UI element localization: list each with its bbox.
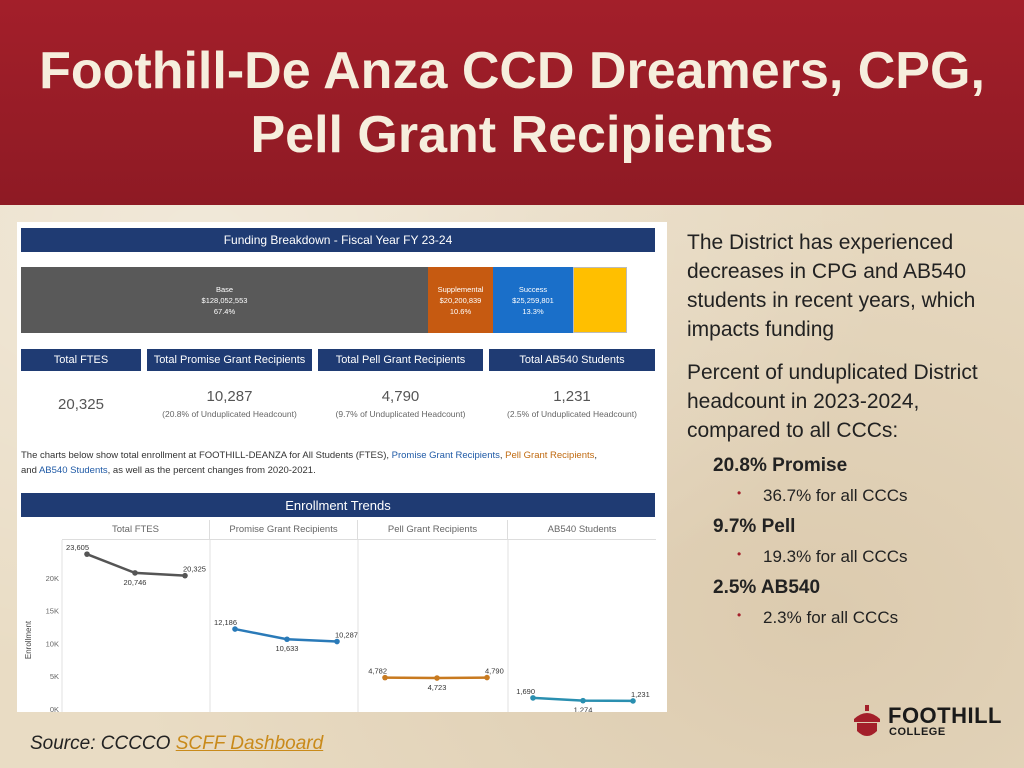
bullet-icon: • bbox=[737, 486, 742, 500]
data-point[interactable] bbox=[434, 675, 440, 681]
funding-base-pct: 67.4% bbox=[213, 307, 236, 316]
acorn-icon bbox=[854, 705, 880, 736]
stat-value-ftes: 20,325 bbox=[58, 396, 104, 413]
desc-part2: , as well as the percent changes from 20… bbox=[107, 465, 316, 476]
data-point[interactable] bbox=[630, 698, 636, 704]
panel-head-promise: Promise Grant Recipients bbox=[210, 520, 358, 540]
item-ab540-head: 2.5% AB540 bbox=[713, 577, 821, 598]
item-promise-head: 20.8% Promise bbox=[713, 455, 848, 476]
y-tick-label: 5K bbox=[50, 672, 59, 681]
panel-head-ftes: Total FTES bbox=[62, 520, 210, 540]
funding-base-name: Base bbox=[215, 285, 234, 294]
source-prefix: Source: CCCCO bbox=[30, 733, 176, 754]
data-point[interactable] bbox=[284, 636, 290, 643]
funding-success-amount: $25,259,801 bbox=[512, 296, 554, 305]
desc-comma2: , bbox=[594, 450, 598, 461]
stat-sub-promise: (20.8% of Unduplicated Headcount) bbox=[162, 409, 297, 419]
stat-value-pell: 4,790 bbox=[381, 388, 420, 405]
desc-pell: Pell Grant Recipients bbox=[505, 450, 595, 461]
desc-comma1: , bbox=[499, 450, 506, 461]
desc-promise: Promise Grant Recipients bbox=[391, 450, 500, 461]
data-label: 4,723 bbox=[428, 683, 447, 692]
item-pell-sub-text: 19.3% for all CCCs bbox=[763, 547, 908, 566]
funding-supplemental-pct: 10.6% bbox=[449, 307, 472, 316]
funding-success-pct: 13.3% bbox=[522, 307, 544, 316]
data-point[interactable] bbox=[382, 674, 388, 681]
dashboard-screenshot: Funding Breakdown - Fiscal Year FY 23-24… bbox=[17, 222, 667, 712]
data-label: 12,186 bbox=[214, 618, 237, 627]
commentary-para-2: Percent of unduplicated District headcou… bbox=[687, 361, 978, 442]
panel-head-ab540: AB540 Students bbox=[508, 520, 656, 540]
data-label: 1,274 bbox=[574, 706, 593, 712]
stat-head-promise: Total Promise Grant Recipients bbox=[147, 349, 312, 371]
y-tick-label: 15K bbox=[46, 607, 59, 616]
commentary-para-1: The District has experienced decreases i… bbox=[687, 231, 976, 341]
stat-head-pell: Total Pell Grant Recipients bbox=[318, 349, 483, 371]
stat-value-ab540: 1,231 bbox=[553, 388, 591, 405]
title-banner: Foothill-De Anza CCD Dreamers, CPG, Pell… bbox=[0, 0, 1024, 205]
stat-sub-pell: (9.7% of Unduplicated Headcount) bbox=[335, 409, 466, 419]
data-label: 1,690 bbox=[516, 687, 535, 696]
data-point[interactable] bbox=[182, 572, 188, 579]
y-tick-label: 0K bbox=[50, 705, 59, 712]
stat-head-ab540: Total AB540 Students bbox=[489, 349, 655, 371]
data-point[interactable] bbox=[132, 570, 138, 576]
trends-title: Enrollment Trends bbox=[21, 493, 655, 517]
bullet-icon: • bbox=[737, 608, 742, 622]
y-axis-label: Enrollment bbox=[24, 620, 33, 659]
funding-success[interactable]: Success $25,259,801 13.3% bbox=[493, 267, 573, 333]
item-ab540-sub-text: 2.3% for all CCCs bbox=[763, 608, 899, 627]
item-promise-sub: • 36.7% for all CCCs bbox=[737, 486, 1007, 506]
item-pell-sub: • 19.3% for all CCCs bbox=[737, 547, 1007, 567]
desc-part1: The charts below show total enrollment a… bbox=[21, 450, 392, 461]
funding-title: Funding Breakdown - Fiscal Year FY 23-24 bbox=[21, 228, 655, 252]
data-point[interactable] bbox=[334, 638, 340, 645]
data-label: 4,790 bbox=[485, 667, 504, 676]
stat-head-ftes: Total FTES bbox=[21, 349, 141, 371]
enrollment-trends-chart: Enrollment 20K 15K 10K 5K 0K 23,605 20,746 20,3… bbox=[24, 540, 650, 712]
y-tick-label: 10K bbox=[46, 639, 59, 648]
data-label: 20,746 bbox=[124, 578, 147, 587]
data-point[interactable] bbox=[484, 674, 490, 681]
commentary: The District has experienced decreases i… bbox=[687, 228, 1007, 628]
data-point[interactable] bbox=[84, 551, 90, 557]
data-label: 10,633 bbox=[276, 644, 299, 653]
item-ab540-sub: • 2.3% for all CCCs bbox=[737, 608, 1007, 628]
funding-supplemental[interactable]: Supplemental $20,200,839 10.6% bbox=[428, 267, 493, 333]
logo-word-college: COLLEGE bbox=[889, 726, 946, 738]
funding-supplemental-name: Supplemental bbox=[437, 285, 484, 294]
item-promise-sub-text: 36.7% for all CCCs bbox=[763, 486, 908, 505]
data-point[interactable] bbox=[530, 695, 536, 701]
data-label: 10,287 bbox=[335, 631, 358, 640]
source-note: Source: CCCCO SCFF Dashboard bbox=[30, 733, 323, 755]
funding-other[interactable] bbox=[573, 267, 627, 333]
desc-line2-prefix: and bbox=[21, 465, 39, 476]
data-point[interactable] bbox=[232, 626, 238, 632]
stat-sub-ab540: (2.5% of Unduplicated Headcount) bbox=[507, 409, 637, 419]
panel-head-pell: Pell Grant Recipients bbox=[358, 520, 508, 540]
data-label: 20,325 bbox=[183, 565, 206, 574]
desc-ab540: AB540 Students bbox=[38, 465, 108, 476]
data-label: 4,782 bbox=[368, 667, 387, 676]
stat-value-promise: 10,287 bbox=[206, 388, 253, 405]
y-tick-label: 20K bbox=[46, 574, 59, 583]
funding-base-amount: $128,052,553 bbox=[201, 296, 248, 305]
item-pell-head: 9.7% Pell bbox=[713, 516, 796, 537]
scff-dashboard-link[interactable]: SCFF Dashboard bbox=[175, 733, 324, 754]
logo-word-foothill: FOOTHILL bbox=[888, 703, 1002, 728]
chart-description: The charts below show total enrollment a… bbox=[21, 448, 661, 478]
data-label: 1,231 bbox=[631, 690, 650, 699]
data-point[interactable] bbox=[580, 697, 586, 704]
bullet-icon: • bbox=[737, 547, 742, 561]
funding-success-name: Success bbox=[518, 285, 548, 294]
data-label: 23,605 bbox=[66, 543, 89, 552]
funding-supplemental-amount: $20,200,839 bbox=[439, 296, 482, 305]
funding-base[interactable]: Base $128,052,553 67.4% bbox=[21, 267, 428, 333]
slide-title: Foothill-De Anza CCD Dreamers, CPG, Pell… bbox=[39, 41, 985, 164]
foothill-college-logo: FOOTHILL COLLEGE bbox=[852, 703, 1002, 743]
